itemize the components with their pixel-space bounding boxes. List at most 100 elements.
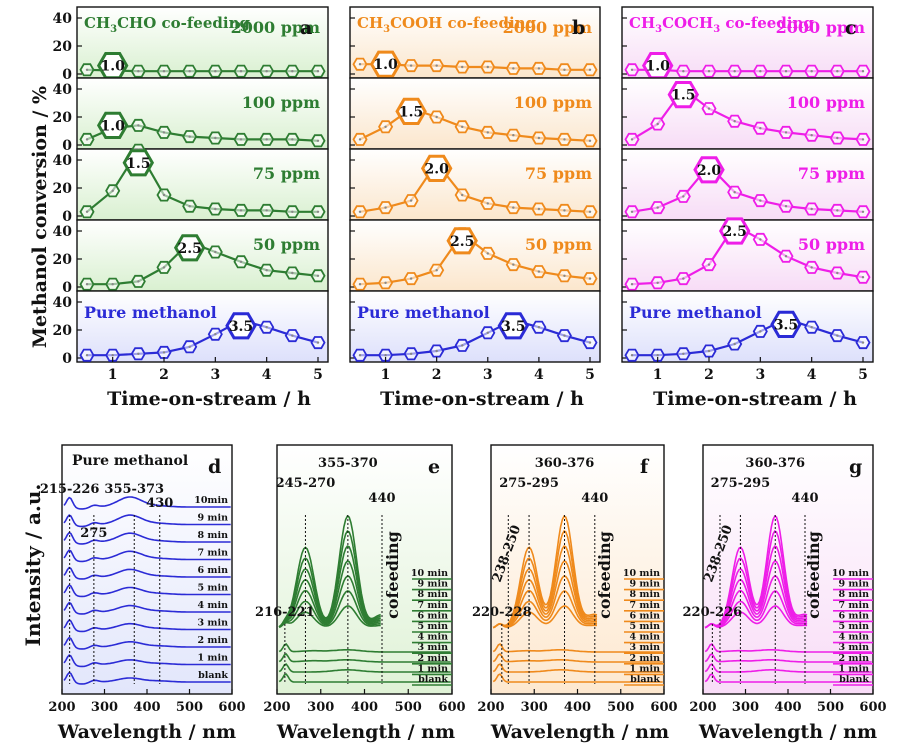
time-hexagon-label: 1.0 [100,118,125,134]
data-point-dot [137,124,140,127]
time-hexagon-label: 2.0 [424,161,449,177]
data-point-dot [836,136,839,140]
data-point-dot [784,205,788,208]
data-point-dot [836,334,839,337]
data-point-dot [409,352,413,355]
data-point-dot [682,277,685,280]
data-point-dot [588,277,592,280]
spectrum-trace [278,514,381,628]
time-hexagon [446,227,478,255]
time-hexagon [693,156,725,184]
data-point-dot [291,138,294,141]
data-point-dot [137,352,140,355]
spectrum-trace [278,560,381,628]
series-name-label: 100 ppm [514,93,592,112]
subplot-a-4: 0 20 40 3.5 Pure methanol [53,290,329,367]
trace-label: 8 min [418,589,449,600]
data-point-dot [733,191,736,194]
series-name-label: Pure methanol [84,303,217,322]
trace-label: 3 min [630,642,661,653]
trace-label: 3 min [198,618,229,629]
trace-label: 5 min [198,583,229,594]
data-point-dot [630,138,634,141]
series-name-label: 2000 ppm [231,18,320,37]
data-point-dot [291,210,294,213]
data-point-dot [588,68,592,72]
trace-label: 1 min [198,653,229,664]
y-tick-label: 0 [62,67,72,83]
panel-title: CH3COCH3 co-feeding [629,14,814,35]
spectrum-trace [492,605,598,629]
trace-label: 4 min [839,632,870,643]
data-point-dot [537,67,541,70]
data-point-dot [759,330,762,333]
x-tick-label: 600 [218,700,245,715]
data-point-dot [461,344,464,347]
data-point-dot [707,107,711,110]
trace-label: 2 min [630,653,661,664]
y-tick-label: 0 [62,280,72,296]
data-point-dot [358,210,362,213]
x-tick-label: 200 [689,700,716,715]
trace-label: 8 min [198,530,229,541]
y-tick-label: 20 [53,110,73,126]
x-tick-label: 2 [159,367,169,383]
panel-title-part: co-feeding [720,14,814,32]
data-point-dot [265,138,268,141]
panel-title: Pure methanol [72,453,188,469]
panel-title-part: COCH [662,14,713,32]
series-name-label: 100 ppm [242,93,320,112]
trace-label: 7 min [418,600,449,611]
spectrum-trace [63,584,231,598]
spectrum-trace [492,652,663,663]
panel-title-part: COOH co-feeding [390,14,536,32]
trace-label: 3 min [418,642,449,653]
data-point-dot [85,283,89,286]
spectrum-trace [278,642,451,653]
subplot-frame [621,290,874,363]
subplot-c-3: 2.5 50 ppm [621,217,874,292]
data-point-dot [537,270,541,273]
subplot-frame [76,290,329,363]
data-point-dot [512,67,515,70]
data-point-dot [384,354,387,357]
data-point-dot [239,138,243,141]
trace-label: 9 min [630,579,661,590]
subplot-c-1: 1.5 100 ppm [621,77,874,150]
data-point-dot [656,281,659,284]
data-point-dot [316,70,320,73]
x-tick-label: 400 [133,700,160,715]
data-point-dot [85,68,89,72]
x-tick-label: 2 [704,367,714,383]
x-axis-label-wl-d: Wavelength / nm [57,721,236,743]
subplot-c-4: 3.5 Pure methanol [621,290,874,363]
data-point-dot [836,271,839,275]
x-axis-label-wl-f: Wavelength / nm [490,721,669,743]
x-tick-label: 3 [483,367,493,383]
x-tick-label: 1 [108,367,118,383]
x-axis-label-tos-b: Time-on-stream / h [380,388,584,410]
trace-label: 5 min [839,621,870,632]
spectrum-trace [63,549,231,563]
series-name-label: 75 ppm [798,164,865,183]
subplot-b-3: 2.5 50 ppm [349,219,601,292]
data-point-dot [682,195,685,198]
data-point-dot [810,326,813,329]
x-tick-label: 200 [263,700,290,715]
spectrum-trace [492,642,663,653]
data-point-dot [291,70,294,73]
data-point-dot [137,70,140,73]
data-point-dot [358,283,362,286]
spectrum-trace [704,605,808,629]
time-hexagon [420,154,453,182]
data-point-dot [435,64,438,67]
peak-label: 220-228 [472,605,532,620]
series-name-label: Pure methanol [357,303,490,322]
data-point-dot [759,70,762,73]
data-point-dot [188,205,191,208]
subplot-a-3: 0 20 40 2.5 50 ppm [53,219,329,296]
peak-label: 216-221 [255,605,315,620]
data-point-dot [861,276,865,279]
